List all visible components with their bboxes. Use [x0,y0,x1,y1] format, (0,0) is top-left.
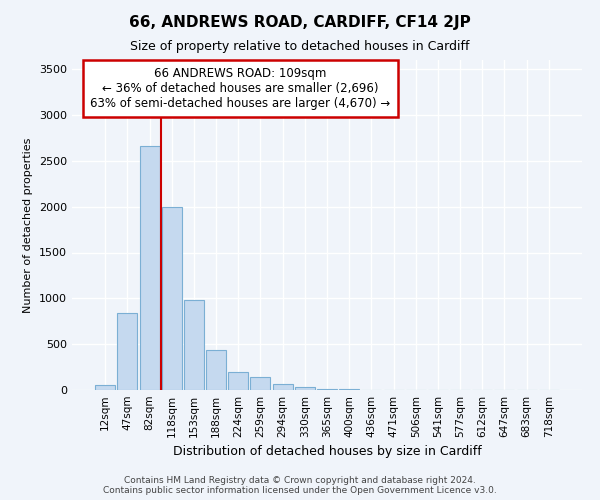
Y-axis label: Number of detached properties: Number of detached properties [23,138,34,312]
Bar [162,206,182,390]
Bar [95,385,115,390]
Text: 66, ANDREWS ROAD, CARDIFF, CF14 2JP: 66, ANDREWS ROAD, CARDIFF, CF14 2JP [129,15,471,30]
Bar [317,388,337,390]
Text: 66 ANDREWS ROAD: 109sqm
← 36% of detached houses are smaller (2,696)
63% of semi: 66 ANDREWS ROAD: 109sqm ← 36% of detache… [90,66,391,110]
Bar [140,146,160,390]
Bar [250,377,271,390]
Text: Contains HM Land Registry data © Crown copyright and database right 2024.
Contai: Contains HM Land Registry data © Crown c… [103,476,497,495]
X-axis label: Distribution of detached houses by size in Cardiff: Distribution of detached houses by size … [173,446,481,458]
Text: Size of property relative to detached houses in Cardiff: Size of property relative to detached ho… [130,40,470,53]
Bar [118,313,137,390]
Bar [184,300,204,390]
Bar [272,384,293,390]
Bar [295,387,315,390]
Bar [228,372,248,390]
Bar [206,350,226,390]
